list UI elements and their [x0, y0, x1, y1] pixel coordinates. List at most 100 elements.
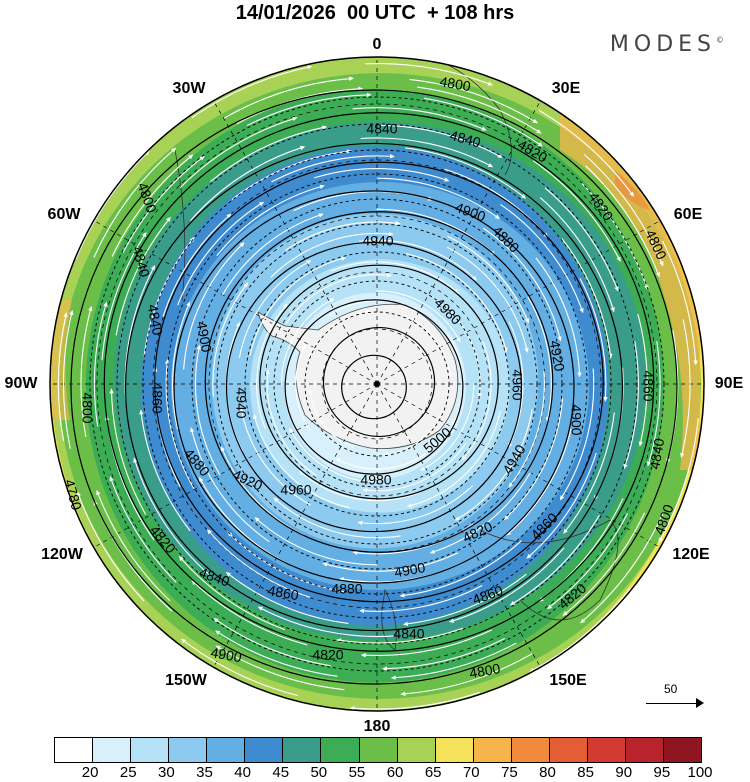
streamline [314, 168, 450, 182]
streamline [179, 116, 298, 188]
height-contour-dashed [116, 123, 638, 645]
streamline [335, 453, 427, 470]
streamline [359, 585, 483, 614]
streamline [379, 124, 503, 158]
meridian-line [91, 218, 378, 385]
streamline [139, 409, 191, 532]
colorbar-tick-label: 20 [81, 764, 99, 781]
streamline [239, 407, 311, 506]
streamline [212, 282, 249, 397]
streamline [405, 147, 527, 199]
streamline [280, 298, 335, 386]
height-contour [341, 354, 407, 420]
streamline [210, 125, 328, 182]
reference-vector-line [646, 703, 700, 704]
streamline [80, 305, 93, 437]
contour-label: 4880 [331, 581, 362, 597]
lon-label-120e: 120E [672, 546, 710, 563]
streamline [254, 517, 378, 566]
streamline [295, 343, 311, 432]
colorbar-tick-label: 25 [119, 764, 137, 781]
contour-label: 4900 [568, 404, 584, 435]
streamline [646, 341, 661, 467]
height-contour [259, 264, 499, 500]
streamline [273, 497, 401, 539]
parallel-line [152, 159, 602, 609]
parallel-line [96, 103, 658, 665]
contour-label: 4940 [362, 233, 393, 249]
contour-label: 4840 [448, 127, 482, 151]
contour-label: 4900 [209, 644, 243, 665]
streamline [508, 321, 524, 449]
streamline [500, 203, 584, 314]
streamline [503, 397, 564, 521]
streamline [402, 314, 453, 378]
streamline [357, 485, 473, 526]
streamline [454, 409, 533, 521]
reference-vector-arrowhead [696, 698, 704, 708]
colorbar-swatch [207, 738, 246, 762]
streamline [658, 418, 699, 543]
coast-australia [479, 519, 619, 621]
streamline [544, 187, 619, 292]
streamline [177, 201, 265, 306]
streamline [539, 197, 615, 313]
lon-label-150e: 150E [549, 672, 587, 689]
map-title: 14/01/2026 00 UTC + 108 hrs [235, 2, 515, 24]
contour-label: 4860 [149, 382, 165, 413]
contour-label: 4940 [233, 387, 249, 418]
height-contour [225, 241, 523, 533]
contour-label: 4800 [79, 392, 95, 423]
streamline [63, 309, 74, 449]
streamline [508, 370, 545, 488]
height-contour [154, 161, 604, 603]
parallel-line [264, 271, 490, 497]
streamline [93, 301, 108, 427]
colorbar-swatch [245, 738, 284, 762]
streamline [222, 213, 324, 296]
streamline [180, 638, 298, 697]
colorbar-tick-label: 45 [272, 764, 290, 781]
contour-label: 4860 [266, 582, 300, 603]
streamline [231, 149, 352, 201]
lon-label-0: 0 [372, 36, 382, 53]
colorbar-tick-label: 85 [577, 764, 594, 781]
brand-text: MODES [609, 32, 716, 57]
streamline [189, 145, 306, 222]
streamline [252, 413, 350, 509]
lon-label-120w: 120W [41, 546, 83, 563]
streamline [579, 277, 608, 402]
colorbar-tick-label: 75 [501, 764, 518, 781]
streamline [213, 617, 331, 667]
streamline [580, 511, 665, 624]
contour-label: 4840 [366, 121, 397, 137]
streamline [400, 653, 533, 697]
height-contour [284, 299, 464, 475]
contour-label: 4900 [393, 559, 427, 580]
streamline [382, 408, 445, 457]
streamline [289, 427, 379, 483]
streamline [349, 691, 481, 711]
colorbar-swatch [321, 738, 360, 762]
contour-label: 4980 [360, 472, 391, 488]
contour-label: 4840 [145, 303, 166, 337]
streamline [382, 638, 506, 671]
streamline [405, 253, 508, 353]
streamline [76, 491, 145, 602]
streamline [662, 240, 698, 366]
streamline [506, 428, 572, 536]
streamline [546, 513, 629, 610]
streamline [322, 552, 459, 572]
brand-logo: MODES© [610, 32, 724, 57]
reference-vector-label: 50 [664, 682, 678, 696]
streamline [223, 76, 354, 119]
colorbar-swatch [131, 738, 170, 762]
parallel-line [208, 215, 546, 553]
streamline [352, 107, 487, 131]
contour-label: 4780 [61, 478, 85, 512]
streamline [562, 512, 646, 616]
streamline [538, 109, 635, 197]
streamline [285, 272, 392, 324]
height-contour [173, 190, 575, 584]
colorbar-swatch [359, 738, 398, 762]
